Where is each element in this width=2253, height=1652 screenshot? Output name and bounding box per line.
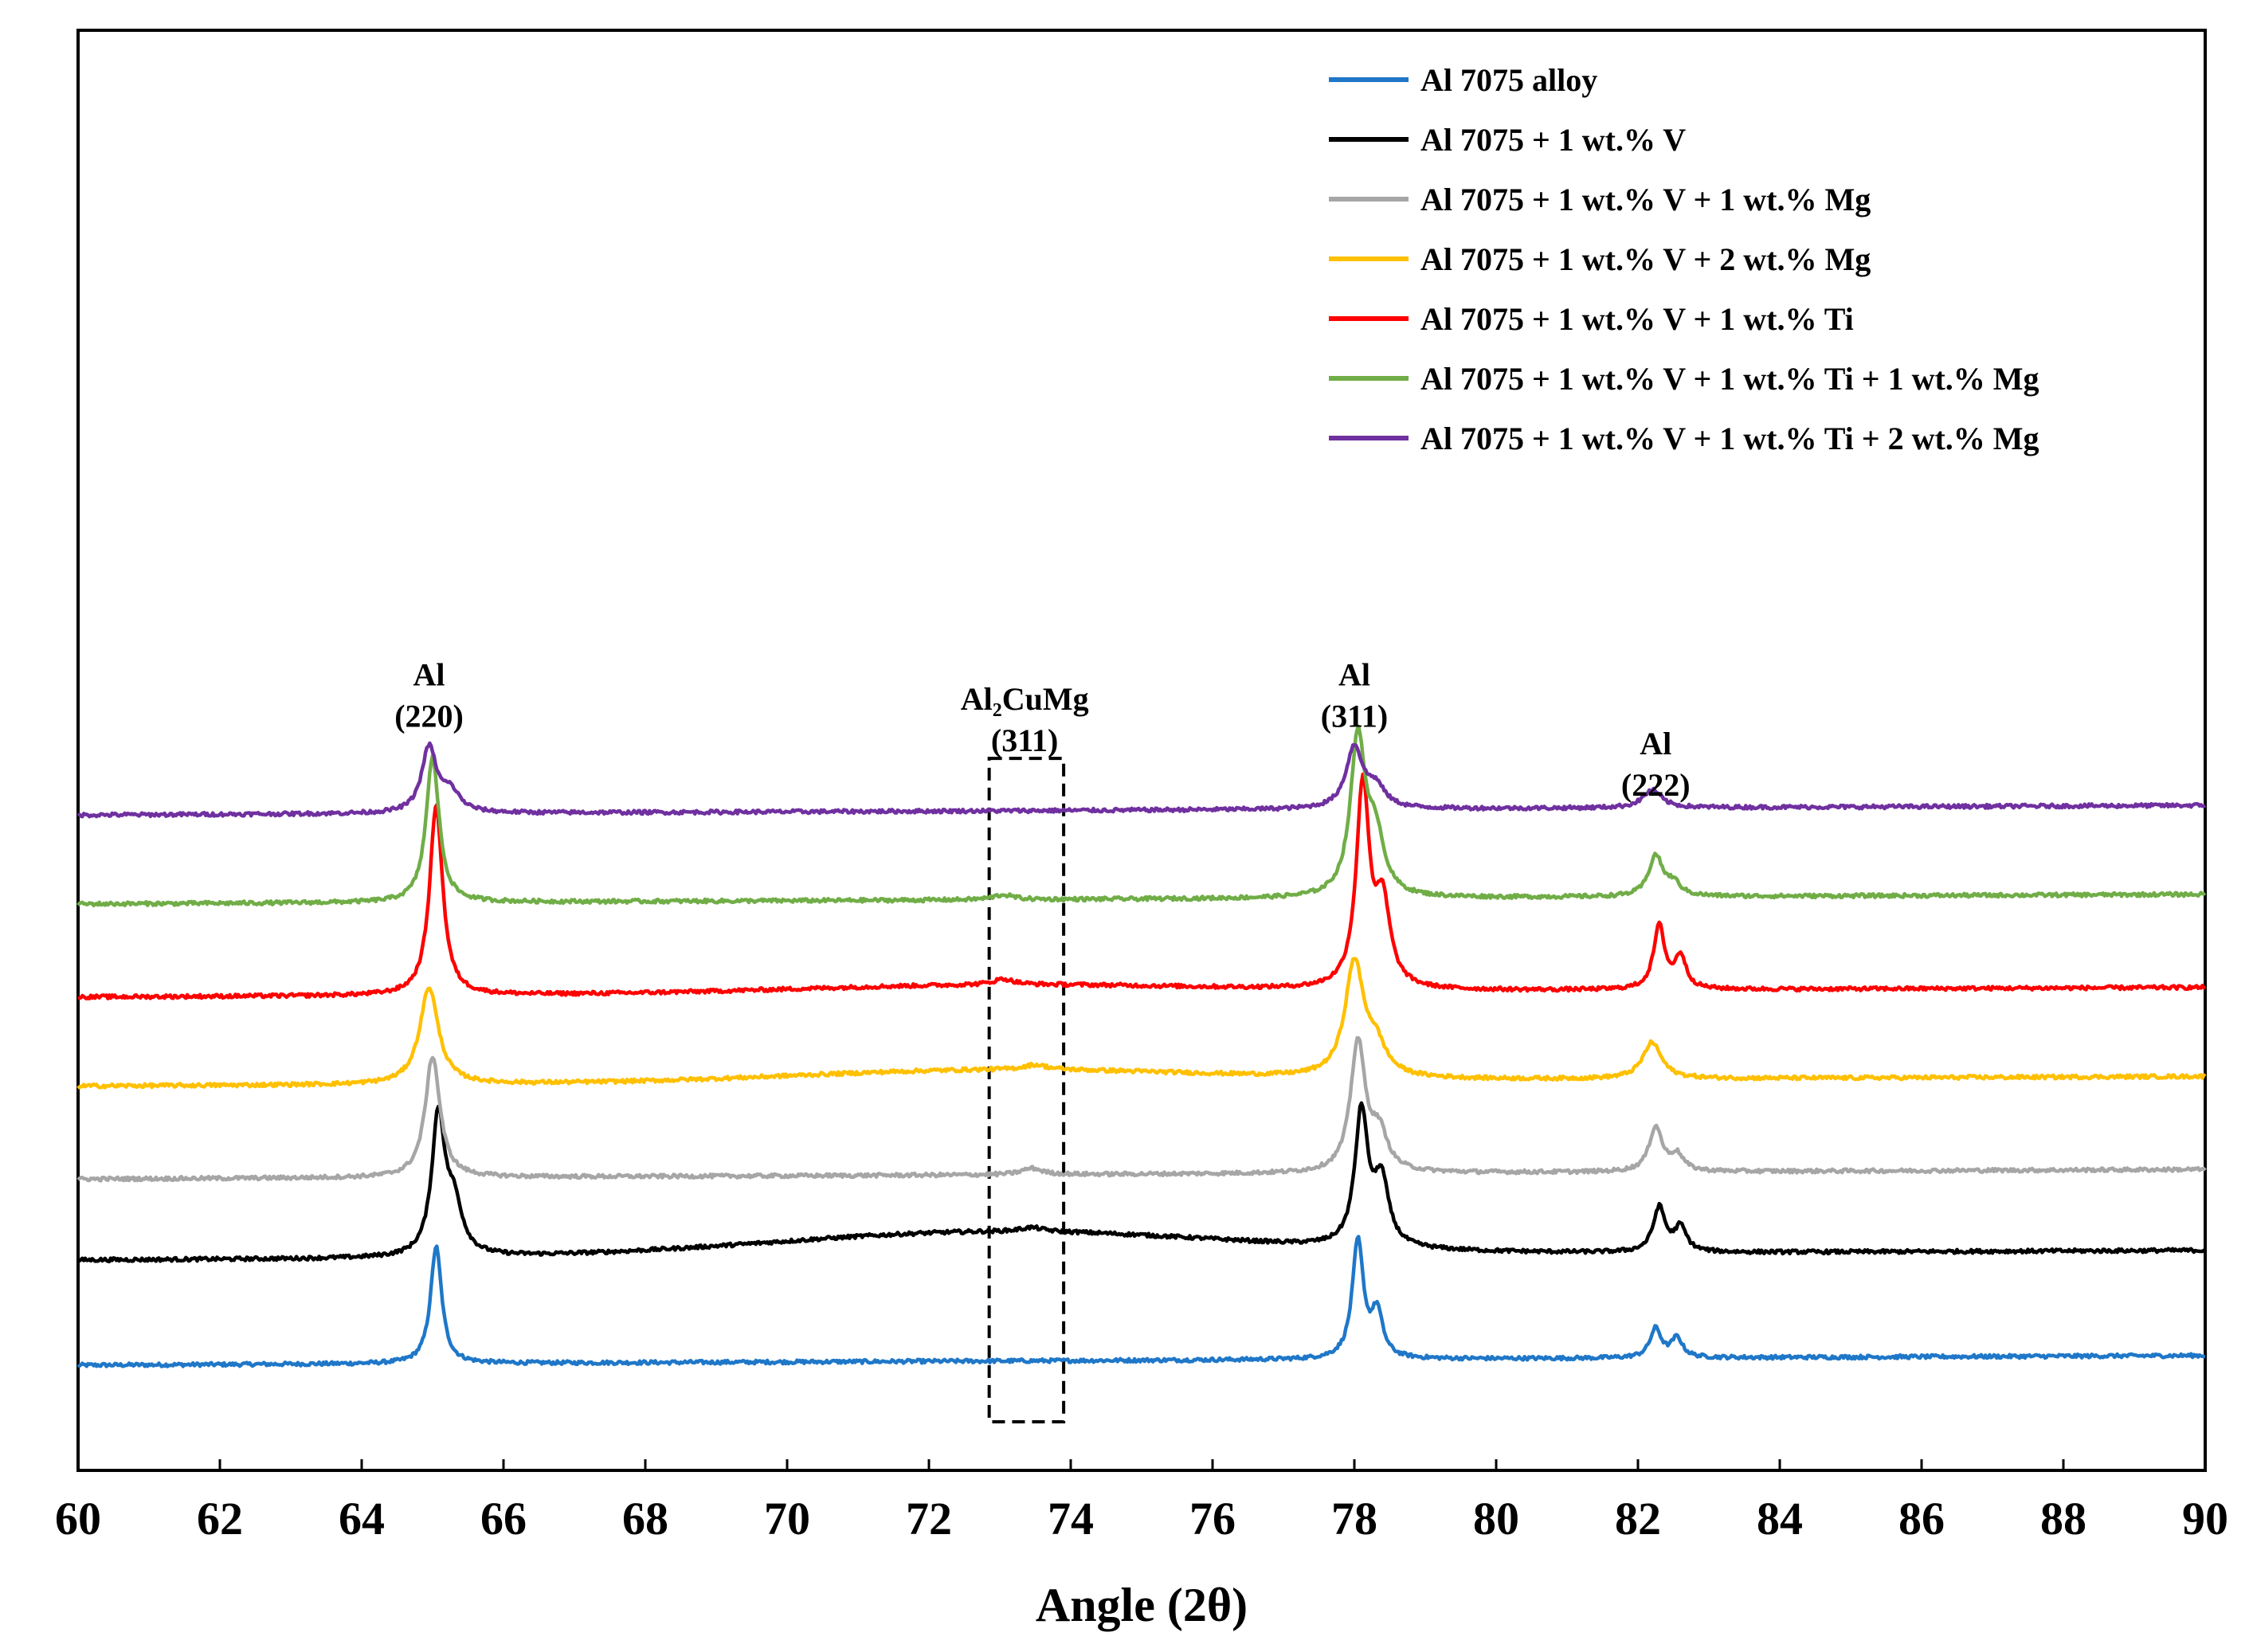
legend-label: Al 7075 + 1 wt.% V + 1 wt.% Ti + 1 wt.% … [1420,361,2039,397]
x-tick-label: 86 [1898,1493,1945,1544]
x-tick-label: 78 [1331,1493,1377,1544]
series-line-4 [76,957,2207,1090]
peak-annotation: Al (220) [394,657,464,734]
legend-entry: Al 7075 + 1 wt.% V [1329,122,1686,158]
series-line-2 [76,1101,2207,1264]
x-tick-label: 62 [197,1493,243,1544]
peak-annotation-line: Al [1338,657,1370,693]
x-tick-label: 82 [1615,1493,1661,1544]
legend-label: Al 7075 + 1 wt.% V + 1 wt.% Ti + 2 wt.% … [1420,421,2039,456]
peak-annotation-line: (311) [991,722,1058,758]
peak-annotation: Al (311) [1321,657,1388,734]
plot-frame [76,29,2207,1472]
x-tick-label: 72 [906,1493,952,1544]
legend-entry: Al 7075 + 1 wt.% V + 1 wt.% Ti + 2 wt.% … [1329,421,2039,456]
peak-annotation: Al₂CuMg (311) [961,681,1089,758]
peak-annotation-line: (220) [394,699,464,734]
highlight-box-layer [987,757,1066,1424]
peak-annotation-line: Al [1640,726,1671,761]
legend-entry: Al 7075 + 1 wt.% V + 1 wt.% Ti [1329,301,1854,337]
peak-annotation-line: (222) [1621,767,1691,803]
series-layer [76,724,2207,1368]
peak-annotation-line: Al₂CuMg [961,681,1089,717]
legend-entry: Al 7075 alloy [1329,62,1597,98]
legend-label: Al 7075 + 1 wt.% V + 1 wt.% Ti [1420,301,1854,337]
annotation-layer: Al (220) Al (311) Al (222) Al₂CuMg (311) [394,657,1690,803]
legend-entry: Al 7075 + 1 wt.% V + 1 wt.% Ti + 1 wt.% … [1329,361,2039,397]
series-line-1 [76,1235,2206,1368]
legend-entry: Al 7075 + 1 wt.% V + 2 wt.% Mg [1329,241,1871,277]
legend: Al 7075 alloy Al 7075 + 1 wt.% V Al 7075 +… [1329,62,2039,456]
x-tick-label: 80 [1473,1493,1519,1544]
x-tick-label: 90 [2182,1493,2228,1544]
x-axis-ticks: 60 62 64 66 68 70 72 74 76 78 80 82 84 86 88 90 [55,1459,2228,1544]
x-tick-label: 64 [339,1493,385,1544]
peak-annotation: Al (222) [1621,726,1691,803]
x-tick-label: 74 [1048,1493,1094,1544]
x-tick-label: 84 [1757,1493,1803,1544]
legend-entry: Al 7075 + 1 wt.% V + 1 wt.% Mg [1329,182,1871,217]
highlight-box [987,757,1066,1424]
x-tick-label: 70 [764,1493,810,1544]
peak-annotation-line: Al [413,657,445,693]
series-line-5 [77,772,2207,1001]
series-line-3 [76,1035,2207,1183]
legend-label: Al 7075 + 1 wt.% V + 1 wt.% Mg [1420,182,1871,217]
x-axis-title: Angle (2θ) [1036,1579,1248,1631]
x-tick-label: 88 [2040,1493,2086,1544]
x-tick-label: 76 [1189,1493,1236,1544]
x-tick-label: 66 [480,1493,527,1544]
x-tick-label: 60 [55,1493,101,1544]
legend-label: Al 7075 alloy [1420,62,1597,98]
legend-label: Al 7075 + 1 wt.% V + 2 wt.% Mg [1420,241,1871,277]
series-line-7 [76,741,2207,819]
x-tick-label: 68 [622,1493,668,1544]
legend-label: Al 7075 + 1 wt.% V [1420,122,1686,158]
peak-annotation-line: (311) [1321,699,1388,734]
